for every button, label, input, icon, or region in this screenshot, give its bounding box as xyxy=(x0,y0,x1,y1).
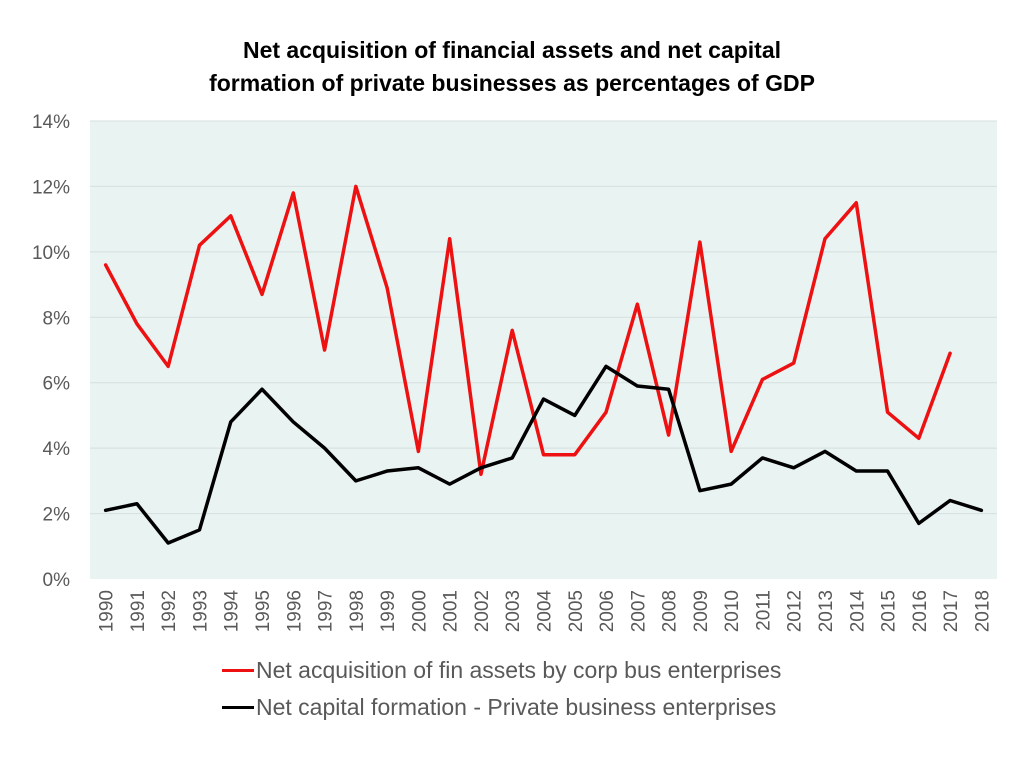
x-tick-label: 2008 xyxy=(660,590,681,632)
x-tick-label: 2012 xyxy=(785,590,806,632)
x-tick-label: 2000 xyxy=(409,590,430,632)
x-tick-label: 2013 xyxy=(816,590,837,632)
x-tick-label: 1993 xyxy=(190,590,211,632)
x-tick-label: 2011 xyxy=(753,590,774,631)
x-tick-label: 2007 xyxy=(628,590,649,632)
x-tick-label: 1996 xyxy=(284,590,305,632)
x-tick-label: 2009 xyxy=(691,590,712,632)
y-tick-label: 12% xyxy=(32,177,70,198)
legend-swatch-black xyxy=(222,706,254,709)
x-tick-label: 2018 xyxy=(972,590,993,632)
x-tick-label: 2005 xyxy=(566,590,587,632)
legend: Net acquisition of fin assets by corp bu… xyxy=(222,652,781,726)
y-tick-label: 10% xyxy=(32,243,70,264)
x-tick-label: 1995 xyxy=(253,590,274,632)
x-tick-label: 2010 xyxy=(722,590,743,632)
x-tick-label: 1999 xyxy=(378,590,399,632)
x-tick-label: 1994 xyxy=(222,590,243,633)
y-tick-label: 8% xyxy=(43,308,71,329)
chart-title-line-2: formation of private businesses as perce… xyxy=(209,70,815,96)
x-tick-label: 2017 xyxy=(941,590,962,632)
chart-title: Net acquisition of financial assets and … xyxy=(0,34,1024,100)
x-tick-label: 2002 xyxy=(472,590,493,632)
x-tick-label: 1997 xyxy=(316,590,337,632)
series-line-net-acquisition xyxy=(103,184,952,477)
y-tick-label: 14% xyxy=(32,112,70,133)
chart-title-line-1: Net acquisition of financial assets and … xyxy=(242,37,782,63)
y-tick-label: 0% xyxy=(43,570,71,591)
legend-swatch-red xyxy=(222,669,254,672)
x-tick-label: 2003 xyxy=(503,590,524,632)
legend-item-net-acquisition: Net acquisition of fin assets by corp bu… xyxy=(222,652,781,689)
y-tick-label: 4% xyxy=(43,439,71,460)
x-tick-label: 2001 xyxy=(441,590,462,632)
x-tick-label: 1992 xyxy=(159,590,180,632)
x-tick-label: 2006 xyxy=(597,590,618,632)
series-line-net-capital-formation xyxy=(103,364,984,545)
legend-item-net-capital-formation: Net capital formation - Private business… xyxy=(222,689,781,726)
x-tick-label: 1998 xyxy=(347,590,368,632)
x-tick-label: 1991 xyxy=(128,590,149,632)
y-tick-label: 6% xyxy=(43,374,71,395)
x-tick-label: 2014 xyxy=(847,590,868,633)
legend-label-net-acquisition: Net acquisition of fin assets by corp bu… xyxy=(256,657,782,683)
x-tick-label: 2016 xyxy=(910,590,931,632)
x-tick-label: 1990 xyxy=(97,590,118,632)
legend-label-net-capital-formation: Net capital formation - Private business… xyxy=(256,694,777,720)
plot-area xyxy=(90,121,997,579)
x-tick-label: 2004 xyxy=(535,590,556,633)
y-tick-label: 2% xyxy=(43,505,71,526)
x-tick-label: 2015 xyxy=(879,590,900,632)
